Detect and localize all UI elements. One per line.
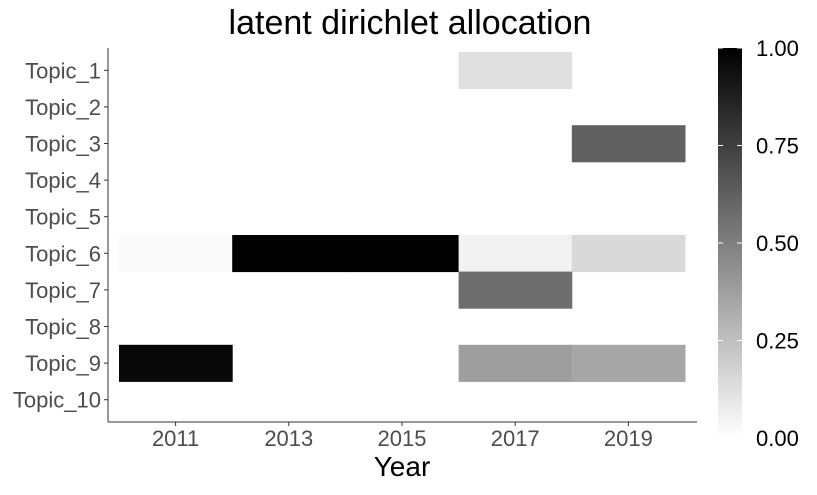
y-tick-label: Topic_10 xyxy=(13,388,101,413)
legend-tick-label: 0.50 xyxy=(756,231,799,256)
chart-title: latent dirichlet allocation xyxy=(229,4,592,42)
x-axis-ticks: 2011 2013 2015 2017 2019 xyxy=(152,422,653,451)
x-tick-label: 2013 xyxy=(264,426,313,451)
y-axis-ticks: Topic_1 Topic_2 Topic_3 Topic_4 Topic_5 Topic… xyxy=(13,58,108,413)
y-tick-label: Topic_4 xyxy=(25,168,101,193)
legend-tick-label: 0.25 xyxy=(756,329,799,354)
y-tick-label: Topic_3 xyxy=(25,132,101,157)
heatmap-cell xyxy=(458,52,573,90)
x-tick-label: 2019 xyxy=(604,426,653,451)
legend-tick-label: 1.00 xyxy=(756,36,799,61)
heatmap-cell xyxy=(119,344,233,382)
y-tick-label: Topic_7 xyxy=(25,278,101,303)
heatmap-cell xyxy=(458,344,573,382)
heatmap-cell xyxy=(571,125,686,163)
legend-tick-label: 0.00 xyxy=(756,426,799,451)
y-tick-label: Topic_2 xyxy=(25,95,101,120)
heatmap-cell xyxy=(571,235,686,273)
y-tick-label: Topic_8 xyxy=(25,315,101,340)
y-tick-label: Topic_1 xyxy=(25,58,101,83)
heatmap-cells xyxy=(119,52,686,382)
y-tick-label: Topic_6 xyxy=(25,241,101,266)
x-tick-label: 2017 xyxy=(491,426,540,451)
x-axis-title: Year xyxy=(374,451,431,482)
x-tick-label: 2015 xyxy=(378,426,427,451)
y-tick-label: Topic_5 xyxy=(25,205,101,230)
heatmap-cell xyxy=(345,235,460,273)
heatmap-cell xyxy=(458,271,573,309)
y-tick-label: Topic_9 xyxy=(25,351,101,376)
legend-tick-label: 0.75 xyxy=(756,134,799,159)
color-legend: 0.00 0.25 0.50 0.75 1.00 xyxy=(718,36,799,451)
heatmap-cell xyxy=(119,235,233,273)
heatmap-cell xyxy=(458,235,573,273)
x-tick-label: 2011 xyxy=(152,426,199,451)
heatmap-cell xyxy=(571,344,686,382)
heatmap-cell xyxy=(232,235,346,273)
